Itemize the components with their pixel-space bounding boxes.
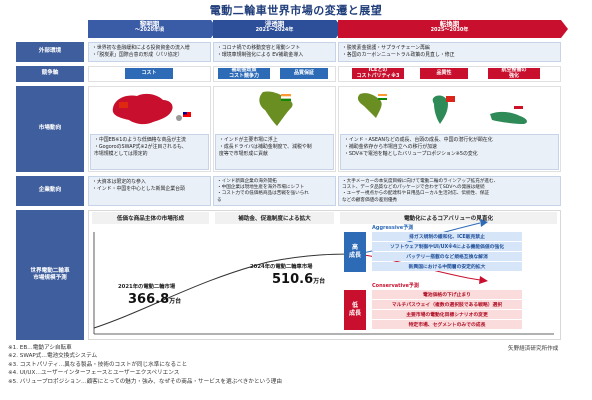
aggressive-item: ソフトウェア制御やUI/UX※4による機能価値の強化 bbox=[372, 242, 522, 251]
env-early-item: ・世界初な金融緩和による投資資金の流入増 bbox=[92, 45, 190, 51]
compete-turn-tag-1: ICEとの コストパリティ※3 bbox=[352, 67, 404, 79]
conservative-item: 電池価格の下げ止まり bbox=[372, 290, 522, 299]
market-2024-number: 510.6 bbox=[272, 272, 314, 287]
source-credit: 矢野経済研究所作成 bbox=[508, 346, 559, 352]
market-turn-item: ・インド・ASEANなどの成長、台頭の成長、中国の潜行化が顕在化 bbox=[344, 137, 493, 143]
row-label-compete: 競争軸 bbox=[16, 66, 84, 82]
row-label-market: 市場動向 bbox=[16, 86, 84, 172]
phase-early-period: 〜2020年頃 bbox=[135, 27, 164, 34]
env-turn-cell: ・脱炭素金援護・サプライチェーン再編 ・各国のカーボンニュートラル政策の見直し・… bbox=[338, 42, 561, 62]
asean-india-map-icon bbox=[357, 93, 527, 124]
phase-early-label: 黎明期 bbox=[139, 20, 160, 28]
env-turn-item: ・各国のカーボンニュートラル政策の見直し・修正 bbox=[342, 52, 455, 59]
market-2024-unit: 万台 bbox=[313, 278, 326, 285]
market-growth-item: ・インドが主要市場に浮上 bbox=[219, 137, 278, 143]
corp-turn-item: コスト、データ品質などのパッケージで合わせてSDVへの発展は継続 bbox=[342, 185, 485, 191]
market-2021-number: 366.8 bbox=[128, 292, 170, 307]
env-growth-item: ・環境車規制強化による EV補助金導入 bbox=[217, 52, 304, 59]
corp-early-item: ・大資本は限定的な参入 bbox=[92, 179, 146, 185]
phase-growth-period: 2021〜2024年 bbox=[255, 27, 294, 34]
corp-growth-item: ・中国企業は現地生産を海外市場にシフト bbox=[217, 185, 305, 191]
env-early-cell: ・世界初な金融緩和による投資資金の流入増 ・「脱炭素」国際合意の形成（パリ協定） bbox=[88, 42, 211, 62]
corp-turn-cell: ・大手メーカーの本気度目線に向けて電動二輪のラインアップ拡充が進む、 コスト、デ… bbox=[338, 176, 561, 206]
compete-turn-tag-2: 品質性 bbox=[420, 68, 468, 79]
china-map-icon bbox=[112, 93, 191, 125]
footnote: ※1. EB…電動アシ自転車 bbox=[8, 345, 72, 351]
corp-early-cell: ・大資本は限定的な参入 ・インド・中国を中心とした新興企業台頭 bbox=[88, 176, 211, 206]
market-turn-item: ・補助金依存から市場自立への移行が加速 bbox=[344, 144, 437, 151]
market-2021-label: 2021年の電動二輪市場 bbox=[118, 284, 176, 290]
compete-early-tag: コスト bbox=[125, 68, 173, 79]
market-turn-cell: ・インド・ASEANなどの成長、台頭の成長、中国の潜行化が顕在化 ・補助金依存か… bbox=[340, 134, 559, 170]
market-early-item: ・GogoroのSWAP式※2が注目されるも、 bbox=[94, 144, 187, 151]
band-turn: 電動化によるコアバリューの見直化 bbox=[340, 212, 557, 224]
market-2024-label: 2024年の電動二輪車市場 bbox=[250, 264, 313, 270]
phase-turn-header: 転換期 2025〜2030年 bbox=[338, 20, 568, 38]
footnote: ※2. SWAP式…電池交換式システム bbox=[8, 353, 98, 360]
band-early: 低価な商品主体の市場形成 bbox=[92, 212, 209, 224]
aggressive-title: Aggressive予測 bbox=[372, 225, 414, 231]
market-turn-item: ・SDV※で電池を軸としたバリュープロポジション※5の変化 bbox=[344, 151, 478, 158]
market-2021-unit: 万台 bbox=[169, 298, 182, 305]
corp-turn-item: ・ユーザー視点からの配達料や日用品ローカル生活対応、伝統性、保証 bbox=[342, 191, 489, 197]
india-map-icon bbox=[259, 91, 293, 126]
row-label-corp: 企業動向 bbox=[16, 176, 84, 206]
corp-turn-item: ・大手メーカーの本気度目線に向けて電動二輪のラインアップ拡充が進む、 bbox=[342, 179, 499, 184]
market-early-cell: ・中国EB※1のような低価格な商品が主流 ・GogoroのSWAP式※2が注目さ… bbox=[90, 134, 209, 170]
conservative-item: 特定市場、セグメントのみでの成長 bbox=[372, 320, 522, 329]
phase-turn-period: 2025〜2030年 bbox=[430, 27, 469, 34]
corp-turn-item: などの顧客価値の差別優秀 bbox=[342, 197, 398, 203]
env-growth-cell: ・コロナ禍での移動変容と電動シフト ・環境車規制強化による EV補助金導入 bbox=[213, 42, 336, 62]
conservative-title: Conservative予測 bbox=[372, 283, 419, 289]
compete-growth-tag-2: 品質保証 bbox=[280, 68, 328, 79]
aggressive-side-tag: 高 成長 bbox=[344, 232, 366, 272]
market-growth-item: ・成長ドライバは補助金制度で、減税や制 bbox=[219, 144, 312, 151]
market-growth-item: 度等で市場形成に貢献 bbox=[219, 151, 268, 158]
aggressive-item: 排ガス規制の緩和化、ICE販売禁止 bbox=[372, 232, 522, 241]
corp-growth-item: る bbox=[217, 197, 222, 203]
conservative-side-tag: 低 成長 bbox=[344, 290, 366, 330]
page-title: 電動二輪車世界市場の変遷と展望 bbox=[209, 4, 383, 17]
phase-growth-header: 浸透期 2021〜2024年 bbox=[213, 20, 343, 38]
footnote: ※4. UI/UX…ユーザーインターフェースとユーザーエクスペリエンス bbox=[8, 370, 180, 377]
footnotes: ※1. EB…電動アシ自転車 ※2. SWAP式…電池交換式システム ※3. コ… bbox=[8, 344, 282, 386]
phase-turn-label: 転換期 bbox=[439, 20, 460, 28]
corp-growth-item: ・コスト力での低価格商品は苦戦を強いられ bbox=[217, 191, 309, 197]
market-2024-value: 510.6万台 bbox=[272, 272, 325, 287]
market-early-item: 市場規模としては限定的 bbox=[94, 151, 148, 158]
conservative-item: マルチパスウェイ（複数の選択肢である戦略）選択 bbox=[372, 300, 522, 309]
corp-early-item: ・インド・中国を中心とした新興企業台頭 bbox=[92, 186, 185, 193]
env-growth-item: ・コロナ禍での移動変容と電動シフト bbox=[217, 45, 301, 51]
phase-growth-label: 浸透期 bbox=[264, 20, 285, 28]
market-2021-value: 366.8万台 bbox=[128, 292, 181, 307]
aggressive-item: 新興国における中間層の安定的拡大 bbox=[372, 262, 522, 271]
market-growth-cell: ・インドが主要市場に浮上 ・成長ドライバは補助金制度で、減税や制 度等で市場形成… bbox=[215, 134, 334, 170]
corp-growth-cell: ・インド新興企業の海外開拓 ・中国企業は現地生産を海外市場にシフト ・コスト力で… bbox=[213, 176, 336, 206]
market-early-item: ・中国EB※1のような低価格な商品が主流 bbox=[94, 137, 186, 143]
compete-growth-tag-1: 補助金政策 コスト競争力 bbox=[218, 67, 270, 79]
corp-growth-item: ・インド新興企業の海外開拓 bbox=[217, 179, 277, 184]
compete-turn-tag-3: 航空整備の 強化 bbox=[488, 67, 540, 79]
env-early-item: ・「脱炭素」国際合意の形成（パリ協定） bbox=[92, 52, 183, 59]
aggressive-item: バッテリー搭載のなど規格互換な解消 bbox=[372, 252, 522, 261]
footnote: ※5. バリュープロポジション…顧客にとっての魅力・強み、なぜその商品・サービス… bbox=[8, 378, 282, 385]
footnote: ※3. コストパリティ…異なる製品・技術のコストが同じ水準になること bbox=[8, 361, 188, 368]
row-label-env: 外部環境 bbox=[16, 42, 84, 62]
band-growth: 補助金、促進制度による拡大 bbox=[215, 212, 334, 224]
env-turn-item: ・脱炭素金援護・サプライチェーン再編 bbox=[342, 45, 430, 51]
phase-early-header: 黎明期 〜2020年頃 bbox=[88, 20, 218, 38]
row-label-forecast: 世界電動二輪車 市場規模予測 bbox=[16, 210, 84, 340]
conservative-item: 主要市場の電動化目標シナリオの変更 bbox=[372, 310, 522, 319]
